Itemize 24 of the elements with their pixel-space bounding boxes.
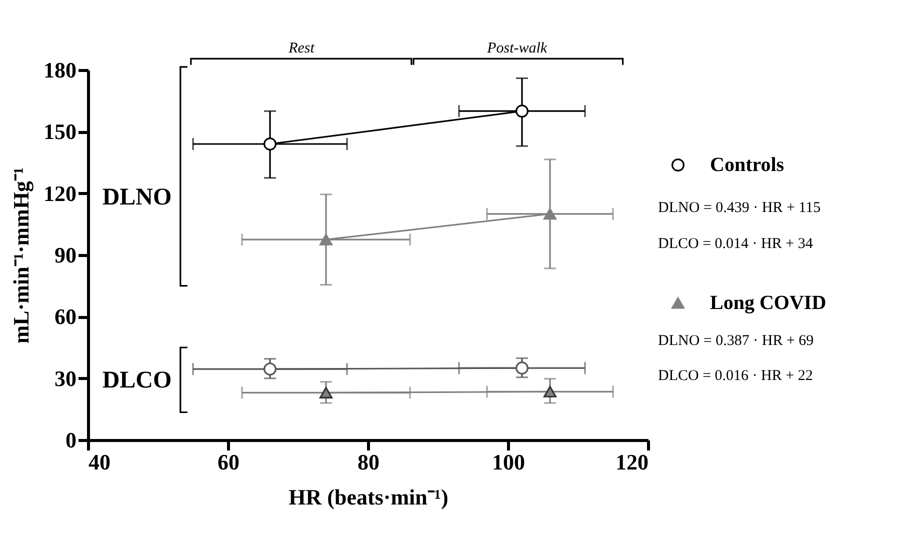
y-tick-label: 180 bbox=[44, 58, 76, 82]
annotation: DLCO bbox=[102, 367, 172, 394]
text: Post-walk bbox=[486, 40, 548, 56]
y-tick-label: 30 bbox=[54, 366, 76, 391]
text: DLCO = 0.016 · HR + 22 bbox=[658, 368, 813, 384]
y-axis-title: mL·min⁻¹·mmHg⁻¹ bbox=[8, 167, 34, 344]
y-tick-label: 90 bbox=[54, 242, 76, 268]
x-tick-label: 40 bbox=[88, 450, 110, 474]
y-tick-label: 150 bbox=[44, 119, 76, 144]
legend-label: Long COVID bbox=[710, 292, 826, 314]
x-axis-title: HR (beats·min⁻¹) bbox=[288, 484, 448, 510]
annotation: DLNO bbox=[102, 184, 172, 210]
text: DLNO = 0.439 · HR + 115 bbox=[658, 200, 821, 216]
x-tick-label: 120 bbox=[616, 450, 648, 474]
text: DLNO = 0.387 · HR + 69 bbox=[658, 333, 814, 349]
y-tick-label: 60 bbox=[54, 304, 76, 330]
text: Rest bbox=[288, 40, 316, 56]
y-tick-label: 120 bbox=[44, 180, 76, 206]
x-tick-label: 100 bbox=[492, 450, 525, 474]
legend-label: Controls bbox=[710, 154, 784, 176]
y-tick-label: 0 bbox=[66, 428, 76, 452]
x-tick-label: 80 bbox=[358, 450, 380, 474]
text: DLCO = 0.014 · HR + 34 bbox=[658, 236, 814, 252]
x-tick-label: 60 bbox=[218, 450, 240, 474]
